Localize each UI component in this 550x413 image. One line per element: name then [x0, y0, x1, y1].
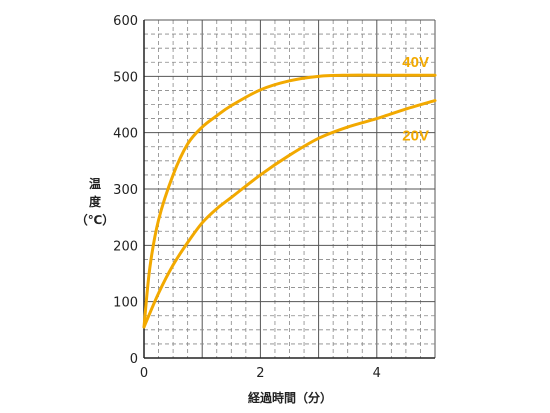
y-axis-title-line-2: 度 [89, 194, 102, 209]
y-tick-label: 300 [113, 183, 138, 198]
axes [143, 20, 435, 359]
grid [143, 19, 436, 359]
series [142, 73, 437, 329]
series-line-40v [142, 73, 437, 329]
series-label-40v: 40V [402, 54, 429, 71]
y-axis-title-line-3: （℃） [76, 212, 115, 227]
y-axis-title: 温 度 （℃） [76, 177, 115, 227]
x-tick-label: 2 [256, 366, 264, 381]
series-line-20v [142, 99, 437, 329]
y-tick-label: 500 [113, 70, 138, 85]
y-tick-label: 200 [113, 239, 138, 254]
x-tick-label: 0 [140, 366, 148, 381]
x-tick-label: 4 [373, 366, 381, 381]
y-tick-label: 0 [130, 352, 138, 367]
y-axis-title-line-1: 温 [89, 177, 101, 191]
x-axis-title: 経過時間（分） [248, 390, 332, 405]
series-label-20v: 20V [402, 128, 429, 145]
y-tick-label: 400 [113, 127, 138, 142]
y-tick-label: 600 [113, 14, 138, 29]
tick-labels: 0 100 200 300 400 500 600 0 2 4 [113, 14, 381, 381]
y-tick-label: 100 [113, 296, 138, 311]
series-labels: 40V 20V [402, 54, 429, 144]
